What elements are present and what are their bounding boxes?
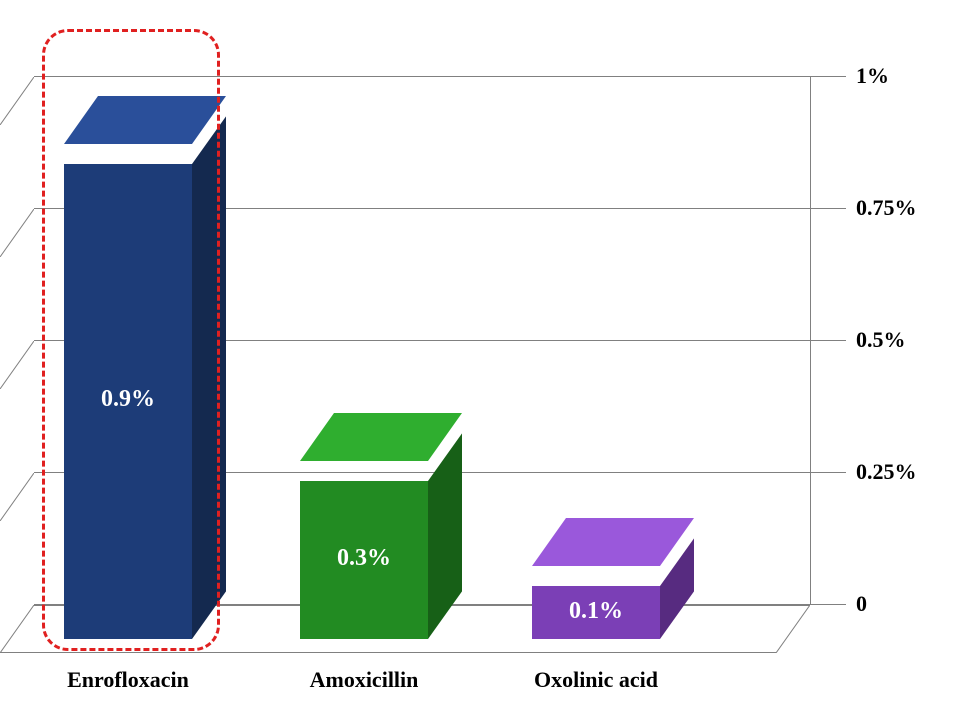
bar-value-label: 0.9% [64,386,192,413]
axis-tick [810,472,846,473]
category-label: Amoxicillin [260,667,468,693]
axis-right-edge [810,77,811,605]
floor-front-edge [0,652,776,653]
grid-diagonal [0,341,34,389]
category-label: Oxolinic acid [492,667,700,693]
y-tick-label: 0 [856,591,867,617]
bar-top [532,518,694,566]
bar-chart-3d: 0 0.25% 0.5% 0.75% 1% 0.9% 0.3% 0.1% Enrofloxa… [0,0,960,723]
floor-left-edge [0,605,34,653]
bar: 0.3% [300,447,428,605]
grid-diagonal [0,209,34,257]
bar: 0.1% [532,552,660,605]
bar-top [300,413,462,461]
floor-right-edge [776,605,810,653]
bar-side [192,116,226,639]
gridline [34,76,810,77]
category-label: Enrofloxacin [24,667,232,693]
axis-tick [810,76,846,77]
axis-tick [810,340,846,341]
bar-value-label: 0.3% [300,545,428,572]
bar-value-label: 0.1% [532,598,660,625]
grid-diagonal [0,77,34,125]
bar: 0.9% [64,130,192,605]
y-tick-label: 0.75% [856,195,917,221]
y-tick-label: 0.5% [856,327,906,353]
grid-diagonal [0,473,34,521]
axis-tick [810,208,846,209]
axis-tick [810,604,846,605]
y-tick-label: 0.25% [856,459,917,485]
bar-top [64,96,226,144]
y-tick-label: 1% [856,63,889,89]
